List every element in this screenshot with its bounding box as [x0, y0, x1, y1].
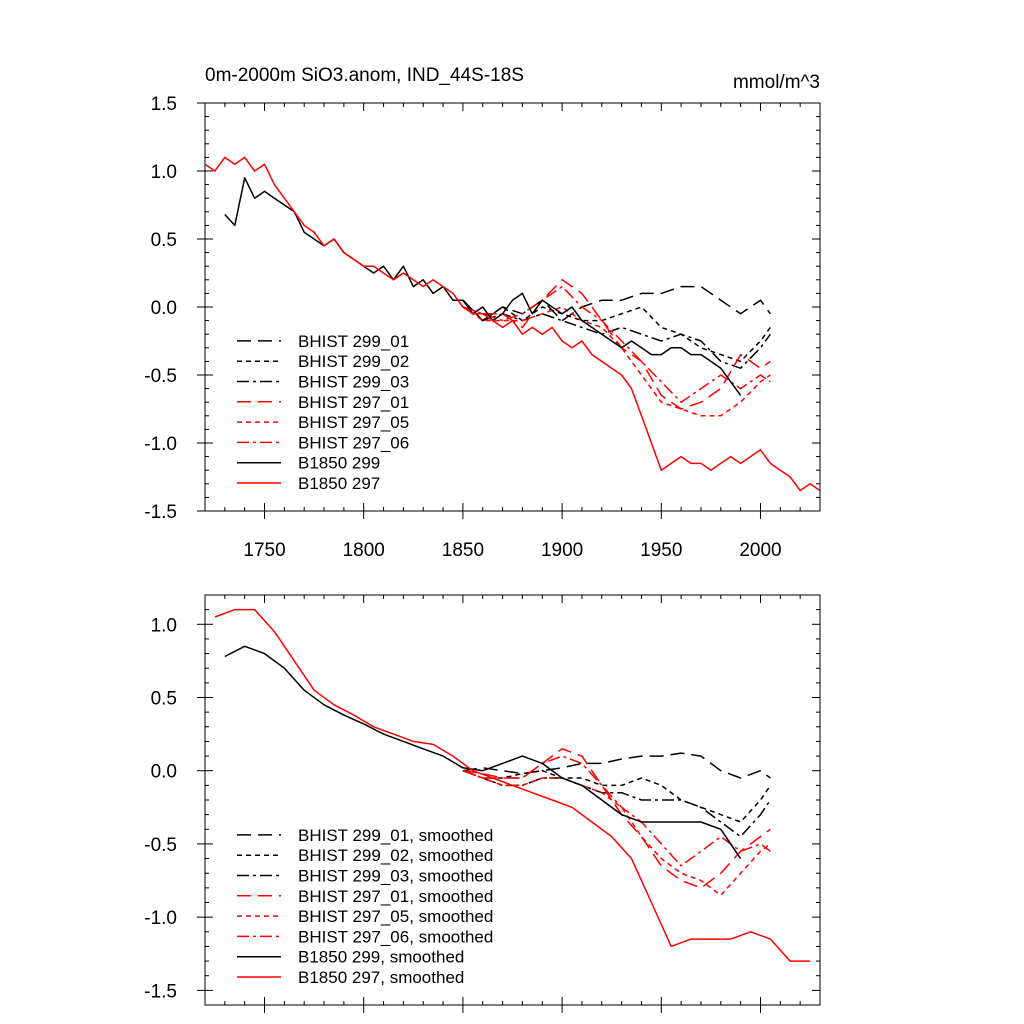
y-tick-label: -1.0 [144, 908, 177, 929]
series-line [224, 177, 742, 396]
y-tick-label: 0.5 [151, 230, 177, 251]
series-group [214, 608, 811, 962]
series-line [462, 748, 771, 889]
y-tick-label: 0.5 [151, 689, 177, 710]
y-tick-label: 1.5 [151, 94, 177, 115]
series-line [462, 285, 772, 322]
y-tick-label: -1.0 [144, 434, 177, 455]
series-group [205, 156, 820, 492]
legend-label: BHIST 297_05 [298, 413, 409, 432]
y-tick-label: -1.5 [144, 981, 177, 1002]
series-line [462, 755, 771, 867]
legend-label: BHIST 299_02 [298, 352, 409, 371]
legend-label: BHIST 299_02, smoothed [298, 846, 493, 865]
series-line [462, 769, 772, 823]
y-tick-label: 1.0 [151, 615, 177, 636]
x-tick-label: 1850 [442, 540, 484, 561]
series-line [462, 306, 771, 417]
series-line [462, 299, 772, 363]
series-line [462, 285, 771, 403]
x-tick-label: 2000 [739, 540, 781, 561]
series-line [205, 156, 820, 492]
legend-label: BHIST 297_06, smoothed [298, 927, 493, 946]
x-tick-label: 1750 [243, 540, 285, 561]
legend-label: BHIST 297_06 [298, 433, 409, 452]
legend-label: BHIST 299_01, smoothed [298, 826, 493, 845]
series-line [462, 769, 771, 896]
chart-title: 0m-2000m SiO3.anom, IND_44S-18S [205, 65, 524, 86]
units-label: mmol/m^3 [733, 72, 820, 93]
legend-label: BHIST 297_05, smoothed [298, 907, 493, 926]
legend-label: B1850 297, smoothed [298, 968, 464, 987]
top-panel: 1750 1800 1850 1900 1950 2000 -1.5 -1.0 -0.5 0.0 0… [144, 65, 821, 561]
legend-label: B1850 297 [298, 474, 380, 493]
y-tick-label: -0.5 [144, 835, 177, 856]
y-tick-label: -0.5 [144, 366, 177, 387]
x-tick-label: 1950 [640, 540, 682, 561]
y-tick-label: 1.0 [151, 162, 177, 183]
series-line [214, 608, 811, 962]
series-line [462, 752, 771, 779]
bottom-panel: -1.5 -1.0 -0.5 0.0 0.5 1.0 BHIST 299_01, smoot… [144, 594, 821, 1013]
series-line [462, 299, 772, 369]
legend-label: BHIST 299_03, smoothed [298, 867, 493, 886]
legend-label: B1850 299, smoothed [298, 948, 464, 967]
y-tick-label: 0.0 [151, 762, 177, 783]
legend-label: BHIST 299_03 [298, 373, 409, 392]
x-tick-label: 1800 [343, 540, 385, 561]
y-tick-label: 0.0 [151, 298, 177, 319]
legend-label: B1850 299 [298, 454, 380, 473]
legend-label: BHIST 297_01 [298, 393, 409, 412]
series-line [224, 645, 742, 860]
x-tick-label: 1900 [541, 540, 583, 561]
legend-label: BHIST 299_01 [298, 332, 409, 351]
y-tick-label: -1.5 [144, 502, 177, 523]
legend-label: BHIST 297_01, smoothed [298, 887, 493, 906]
